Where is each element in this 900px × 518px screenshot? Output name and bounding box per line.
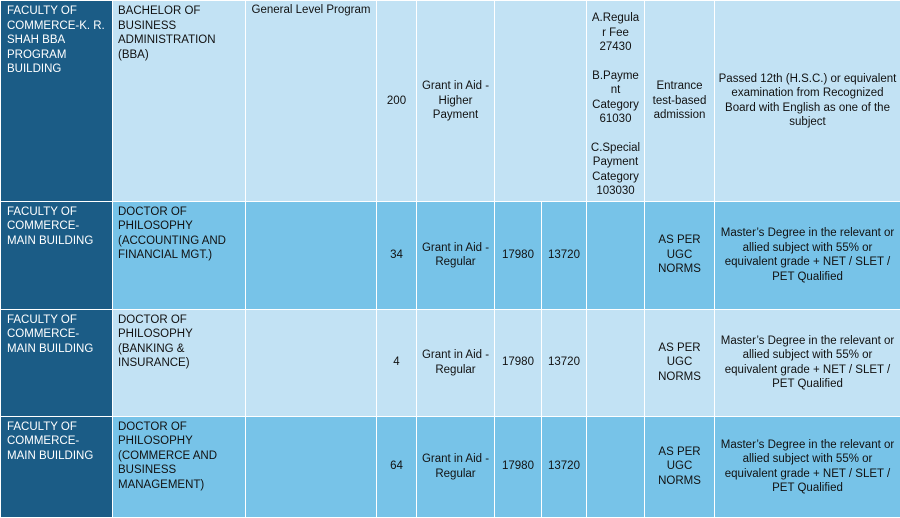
fee-categories-cell	[587, 416, 645, 517]
fee-a-cell: 17980	[495, 309, 542, 416]
eligibility-cell: Master’s Degree in the relevant or allie…	[715, 416, 900, 517]
seats-cell: 34	[377, 201, 417, 309]
fee-b-cell: 13720	[542, 416, 587, 517]
fee-categories-cell	[587, 309, 645, 416]
table-row: FACULTY OF COMMERCE-MAIN BUILDING DOCTOR…	[1, 416, 900, 517]
admission-cell: AS PER UGC NORMS	[645, 416, 715, 517]
eligibility-cell: Master’s Degree in the relevant or allie…	[715, 201, 900, 309]
fee-category-item: C.Special Payment Category 103030	[590, 141, 641, 199]
table-row: FACULTY OF COMMERCE-MAIN BUILDING DOCTOR…	[1, 201, 900, 309]
faculty-cell: FACULTY OF COMMERCE-MAIN BUILDING	[1, 416, 113, 517]
fee-categories-cell: A.Regular Fee 27430 B.Payment Category 6…	[587, 1, 645, 202]
level-cell: General Level Program	[246, 1, 377, 202]
admission-cell: AS PER UGC NORMS	[645, 201, 715, 309]
level-cell	[246, 416, 377, 517]
seats-cell: 4	[377, 309, 417, 416]
fee-a-cell: 17980	[495, 416, 542, 517]
admission-cell: Entrance test-based admission	[645, 1, 715, 202]
aid-type-cell: Grant in Aid - Regular	[417, 201, 495, 309]
table-row: FACULTY OF COMMERCE-MAIN BUILDING DOCTOR…	[1, 309, 900, 416]
fee-categories-cell	[587, 201, 645, 309]
seats-cell: 64	[377, 416, 417, 517]
fee-category-item: B.Payment Category 61030	[590, 69, 641, 127]
aid-type-cell: Grant in Aid - Regular	[417, 309, 495, 416]
fee-b-cell: 13720	[542, 201, 587, 309]
fee-a-cell	[495, 1, 587, 202]
program-cell: DOCTOR OF PHILOSOPHY (COMMERCE AND BUSIN…	[113, 416, 246, 517]
aid-type-cell: Grant in Aid - Higher Payment	[417, 1, 495, 202]
fee-category-item: A.Regular Fee 27430	[590, 11, 641, 55]
fee-b-cell: 13720	[542, 309, 587, 416]
eligibility-cell: Master’s Degree in the relevant or allie…	[715, 309, 900, 416]
fee-a-cell: 17980	[495, 201, 542, 309]
faculty-cell: FACULTY OF COMMERCE-MAIN BUILDING	[1, 309, 113, 416]
table-row: FACULTY OF COMMERCE-K. R. SHAH BBA PROGR…	[1, 1, 900, 202]
level-cell	[246, 201, 377, 309]
faculty-cell: FACULTY OF COMMERCE-MAIN BUILDING	[1, 201, 113, 309]
program-cell: DOCTOR OF PHILOSOPHY (BANKING & INSURANC…	[113, 309, 246, 416]
admission-cell: AS PER UGC NORMS	[645, 309, 715, 416]
eligibility-cell: Passed 12th (H.S.C.) or equivalent exami…	[715, 1, 900, 202]
faculty-cell: FACULTY OF COMMERCE-K. R. SHAH BBA PROGR…	[1, 1, 113, 202]
seats-cell: 200	[377, 1, 417, 202]
level-cell	[246, 309, 377, 416]
program-cell: BACHELOR OF BUSINESS ADMINISTRATION (BBA…	[113, 1, 246, 202]
aid-type-cell: Grant in Aid - Regular	[417, 416, 495, 517]
program-cell: DOCTOR OF PHILOSOPHY (ACCOUNTING AND FIN…	[113, 201, 246, 309]
